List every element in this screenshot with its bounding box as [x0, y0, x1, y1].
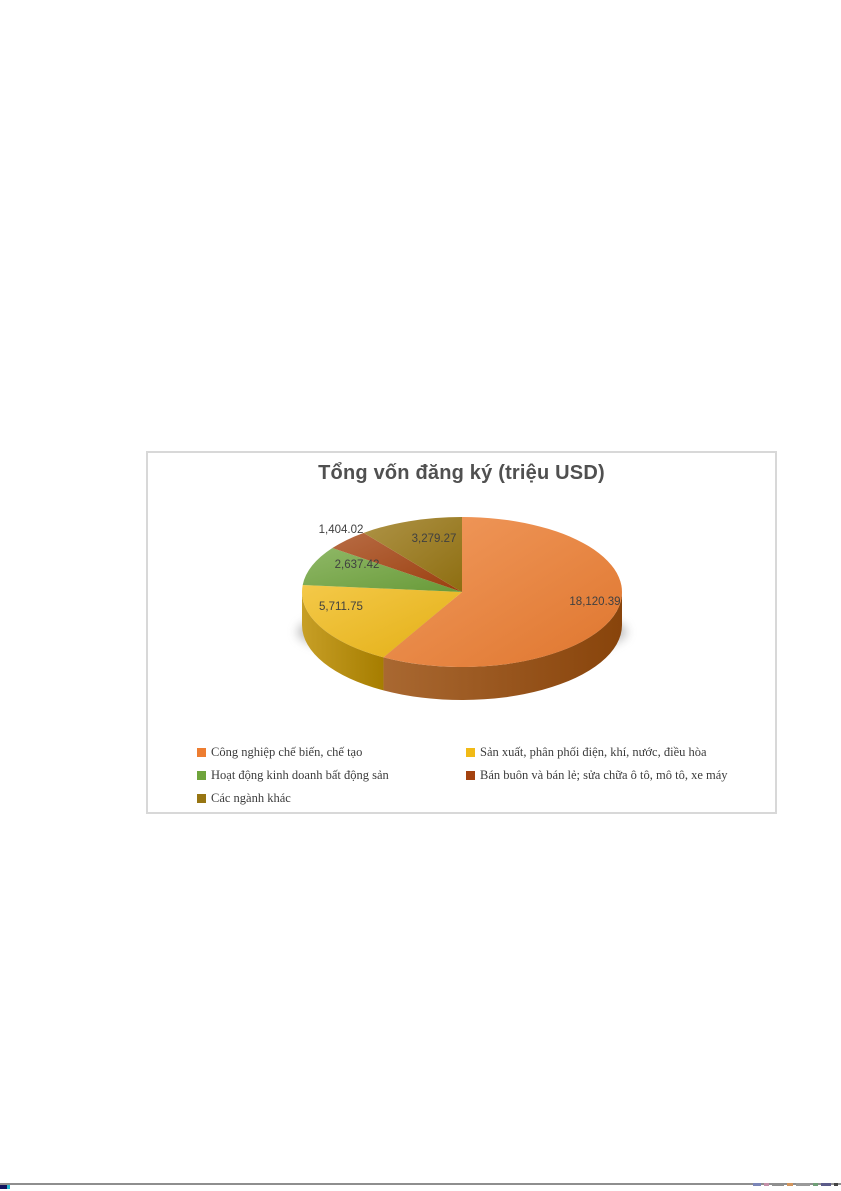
- legend-item: Sản xuất, phân phối điện, khí, nước, điề…: [466, 745, 762, 759]
- pie-slice-side: [383, 592, 622, 700]
- pie-data-label: 1,404.02: [319, 524, 364, 536]
- legend-swatch-icon: [197, 770, 206, 780]
- pie-slice-side: [302, 592, 384, 691]
- legend-label: Sản xuất, phân phối điện, khí, nước, điề…: [480, 745, 707, 759]
- legend-label: Hoạt động kinh doanh bất động sản: [211, 768, 389, 782]
- pie-slice: [302, 584, 462, 658]
- pie-data-label: 3,279.27: [412, 533, 457, 545]
- next-page-corner-mark: [0, 1185, 10, 1189]
- pie-slice: [302, 548, 462, 592]
- legend-swatch-icon: [197, 747, 206, 757]
- legend-swatch-icon: [466, 747, 475, 757]
- pie-chart-canvas: 18,120.39 5,711.75 2,637.42 1,404.02 3,279.2…: [297, 517, 627, 700]
- chart-container[interactable]: 18,120.39 5,711.75 2,637.42 1,404.02 3,279.2…: [146, 451, 777, 814]
- corner-mark-dark: [0, 1185, 7, 1189]
- chart-legend: Công nghiệp chế biến, chế tạo Sản xuất, p…: [197, 745, 762, 805]
- pie-slice: [383, 517, 622, 667]
- pie-data-label: 18,120.39: [569, 596, 620, 608]
- legend-swatch-icon: [197, 793, 206, 803]
- legend-swatch-icon: [466, 770, 475, 780]
- legend-label: Các ngành khác: [211, 791, 291, 805]
- pie-data-label: 2,637.42: [335, 559, 380, 571]
- corner-mark-cyan: [7, 1185, 10, 1189]
- legend-label: Công nghiệp chế biến, chế tạo: [211, 745, 363, 759]
- page-break-line: [0, 1183, 841, 1185]
- legend-label: Bán buôn và bán lẻ; sửa chữa ô tô, mô tô…: [480, 768, 728, 782]
- legend-item: Bán buôn và bán lẻ; sửa chữa ô tô, mô tô…: [466, 768, 762, 782]
- next-page-content-sliver: [753, 1182, 841, 1186]
- pie-slice: [363, 517, 462, 592]
- legend-item: Hoạt động kinh doanh bất động sản: [197, 768, 466, 782]
- pie-slice: [332, 532, 462, 592]
- legend-item: Các ngành khác: [197, 791, 466, 805]
- legend-item: Công nghiệp chế biến, chế tạo: [197, 745, 466, 759]
- chart-title: Tổng vốn đăng ký (triệu USD): [318, 462, 605, 484]
- pie-data-label: 5,711.75: [319, 601, 363, 613]
